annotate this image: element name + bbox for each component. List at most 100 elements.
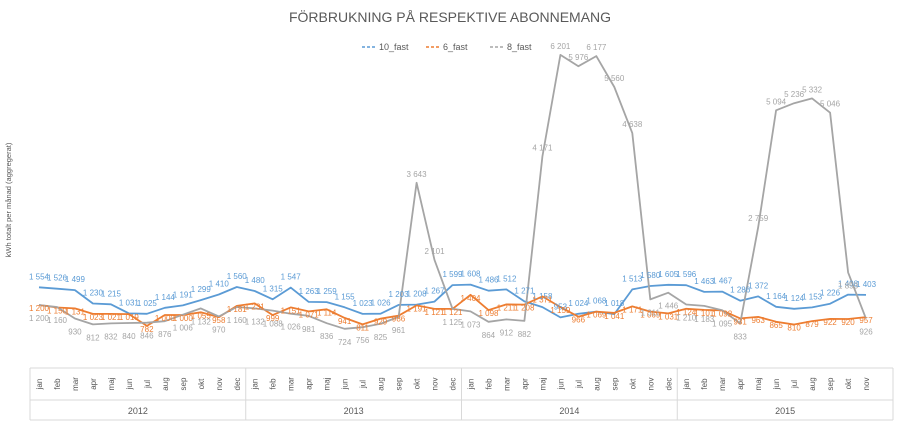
data-label: 930	[68, 328, 82, 337]
x-tick-label: feb	[484, 378, 493, 390]
data-label: 4 171	[532, 144, 553, 153]
x-year-label: 2012	[128, 406, 148, 416]
x-tick-label: feb	[700, 378, 709, 390]
x-tick-label: mar	[718, 377, 727, 391]
data-label: 1 131	[65, 307, 86, 316]
data-label: 1 101	[694, 309, 715, 318]
data-label: 5 094	[766, 97, 787, 106]
data-label: 963	[751, 316, 765, 325]
series-line-8_fast	[38, 54, 867, 330]
x-tick-label: nov	[646, 378, 655, 391]
data-label: 1 410	[209, 280, 230, 289]
data-label: 5 560	[604, 74, 625, 83]
data-label: 1 132	[245, 317, 266, 326]
data-label: 1 513	[622, 274, 643, 283]
x-tick-label: jul	[790, 380, 799, 389]
x-tick-label: jan	[466, 379, 475, 391]
x-tick-label: maj	[107, 377, 116, 390]
x-year-label: 2014	[559, 406, 579, 416]
data-label: 4 638	[622, 120, 643, 129]
data-label: 811	[356, 323, 369, 332]
data-label: 3 643	[407, 170, 428, 179]
data-label: 1 526	[47, 274, 68, 283]
x-tick-label: sep	[179, 377, 188, 390]
data-label: 6 177	[586, 43, 607, 52]
data-label: 1 114	[317, 308, 337, 317]
data-label: 865	[769, 321, 783, 330]
x-tick-label: mar	[71, 377, 80, 391]
data-label: 1 230	[83, 289, 104, 298]
data-label: 912	[500, 328, 514, 337]
data-label: 1 019	[119, 313, 140, 322]
x-tick-label: okt	[628, 378, 637, 389]
series-10_fast	[38, 283, 867, 319]
data-label: 1 055	[191, 311, 212, 320]
data-label: 1 025	[137, 299, 158, 308]
data-label: 1 215	[101, 289, 122, 298]
data-label: 1 069	[640, 311, 661, 320]
data-label: 957	[859, 316, 873, 325]
x-tick-label: apr	[89, 378, 98, 390]
data-label: 879	[805, 320, 819, 329]
data-label: 1 018	[604, 299, 625, 308]
x-tick-label: jan	[682, 379, 691, 391]
data-label: 1 299	[191, 285, 212, 294]
data-label: 2 759	[748, 214, 769, 223]
x-tick-label: maj	[323, 377, 332, 390]
x-tick-label: sep	[610, 377, 619, 390]
data-label: 929	[374, 318, 388, 327]
data-label: 1 095	[712, 319, 733, 328]
data-label: 5 236	[784, 90, 805, 99]
x-tick-label: aug	[161, 377, 170, 390]
data-label: 1 121	[425, 308, 446, 317]
data-label: 1 092	[712, 309, 733, 318]
data-label: 1 259	[317, 287, 338, 296]
x-tick-label: jun	[341, 379, 350, 391]
data-label: 1 000	[173, 314, 194, 323]
data-label: 1 200	[29, 304, 50, 313]
legend-item-8_fast: 8_fast	[490, 42, 532, 52]
data-label: 1 605	[658, 270, 679, 279]
x-tick-label: nov	[431, 378, 440, 391]
x-tick-label: mar	[287, 377, 296, 391]
x-tick-label: okt	[844, 378, 853, 389]
data-label: 1 408	[838, 280, 859, 289]
data-label: 1 547	[281, 273, 302, 282]
x-tick-label: jul	[359, 380, 368, 389]
data-label: 846	[140, 332, 154, 341]
data-label: 931	[733, 317, 747, 326]
data-label: 1 124	[676, 308, 697, 317]
data-label: 1 467	[712, 277, 733, 286]
data-label: 999	[266, 314, 280, 323]
data-label: 1 403	[856, 280, 877, 289]
data-label: 1 023	[353, 299, 374, 308]
x-tick-label: dec	[449, 378, 458, 391]
x-tick-label: okt	[413, 378, 422, 389]
chart-title: FÖRBRUKNING PÅ RESPEKTIVE ABONNEMANG	[289, 8, 611, 25]
data-label: 1 191	[407, 304, 428, 313]
legend-item-6_fast: 6_fast	[426, 42, 468, 52]
data-label: 1 158	[532, 292, 553, 301]
data-label: 1 024	[568, 299, 589, 308]
data-label: 1 164	[766, 292, 787, 301]
data-label: 1 210	[676, 314, 697, 323]
x-tick-label: feb	[269, 378, 278, 390]
data-label: 1 041	[604, 312, 625, 321]
data-label: 1 191	[173, 290, 194, 299]
data-label: 1 486	[478, 276, 499, 285]
data-label: 1 026	[371, 299, 392, 308]
x-tick-label: sep	[826, 377, 835, 390]
data-label: 825	[374, 333, 388, 342]
data-label: 1 263	[299, 287, 320, 296]
data-label: 1 150	[47, 307, 68, 316]
x-axis: jan feb mar apr maj jun jul aug sep okt nov dec jan f…	[29, 367, 894, 421]
data-label: 941	[338, 317, 352, 326]
legend-label: 8_fast	[507, 42, 532, 52]
x-tick-label: apr	[305, 378, 314, 390]
data-label: 1 226	[820, 289, 841, 298]
data-label: 833	[733, 332, 747, 341]
data-label: 1 371	[532, 295, 553, 304]
data-label: 1 021	[101, 313, 122, 322]
